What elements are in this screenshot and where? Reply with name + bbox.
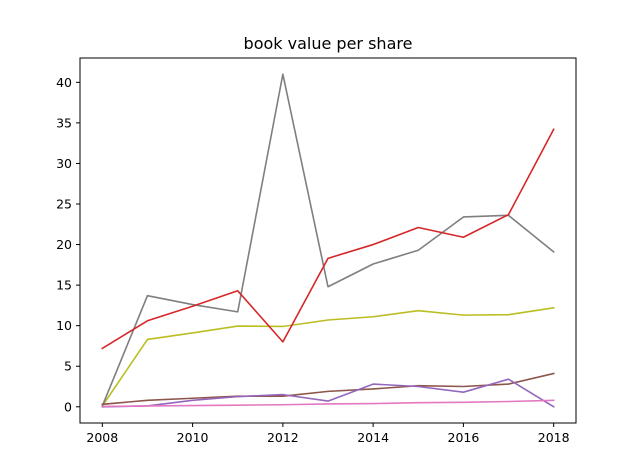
- x-tick-label: 2018: [538, 430, 570, 445]
- y-tick-label: 15: [56, 278, 72, 293]
- x-tick-label: 2016: [448, 430, 480, 445]
- x-tick-label: 2008: [86, 430, 118, 445]
- series-line-3: [101, 128, 555, 350]
- axis-layer: 2008 2010 2012 2014 2016 2018 0 5 10 15 20 25 30 35 40: [56, 57, 577, 445]
- x-tick-label: 2010: [177, 430, 209, 445]
- y-tick-label: 35: [56, 115, 72, 130]
- y-tick-label: 10: [56, 318, 72, 333]
- series-line-2: [101, 73, 555, 408]
- series-layer: [101, 73, 555, 408]
- series-line-5: [101, 378, 555, 408]
- y-tick-label: 25: [56, 197, 72, 212]
- y-tick-label: 5: [64, 359, 72, 374]
- x-tick-label: 2012: [267, 430, 299, 445]
- y-tick-label: 20: [56, 237, 72, 252]
- plot-frame: [79, 57, 577, 424]
- chart-title: book value per share: [244, 34, 413, 53]
- series-line-6: [101, 399, 555, 408]
- series-line-1: [101, 306, 555, 408]
- y-tick-label: 40: [56, 75, 72, 90]
- x-tick-label: 2014: [357, 430, 389, 445]
- series-line-4: [101, 372, 555, 406]
- y-tick-label: 0: [64, 399, 72, 414]
- y-tick-label: 30: [56, 156, 72, 171]
